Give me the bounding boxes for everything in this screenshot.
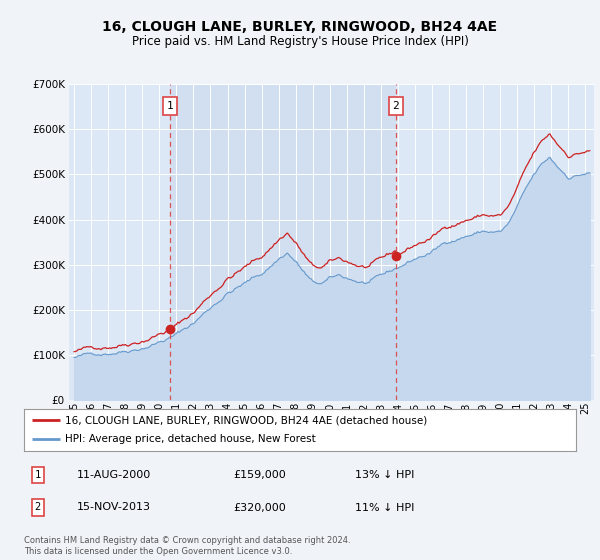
Text: 1: 1: [35, 470, 41, 480]
Text: HPI: Average price, detached house, New Forest: HPI: Average price, detached house, New …: [65, 435, 316, 445]
Bar: [170, 84, 396, 400]
Text: 13% ↓ HPI: 13% ↓ HPI: [355, 470, 415, 480]
Text: £320,000: £320,000: [234, 502, 287, 512]
Text: 2: 2: [392, 101, 399, 111]
Text: 1: 1: [166, 101, 173, 111]
Text: 16, CLOUGH LANE, BURLEY, RINGWOOD, BH24 4AE: 16, CLOUGH LANE, BURLEY, RINGWOOD, BH24 …: [103, 20, 497, 34]
Text: Contains HM Land Registry data © Crown copyright and database right 2024.
This d: Contains HM Land Registry data © Crown c…: [24, 536, 350, 556]
Text: 11-AUG-2000: 11-AUG-2000: [76, 470, 151, 480]
Text: Price paid vs. HM Land Registry's House Price Index (HPI): Price paid vs. HM Land Registry's House …: [131, 35, 469, 48]
Text: 2: 2: [35, 502, 41, 512]
Text: 15-NOV-2013: 15-NOV-2013: [76, 502, 151, 512]
Text: 16, CLOUGH LANE, BURLEY, RINGWOOD, BH24 4AE (detached house): 16, CLOUGH LANE, BURLEY, RINGWOOD, BH24 …: [65, 415, 428, 425]
Text: 11% ↓ HPI: 11% ↓ HPI: [355, 502, 415, 512]
Text: £159,000: £159,000: [234, 470, 287, 480]
